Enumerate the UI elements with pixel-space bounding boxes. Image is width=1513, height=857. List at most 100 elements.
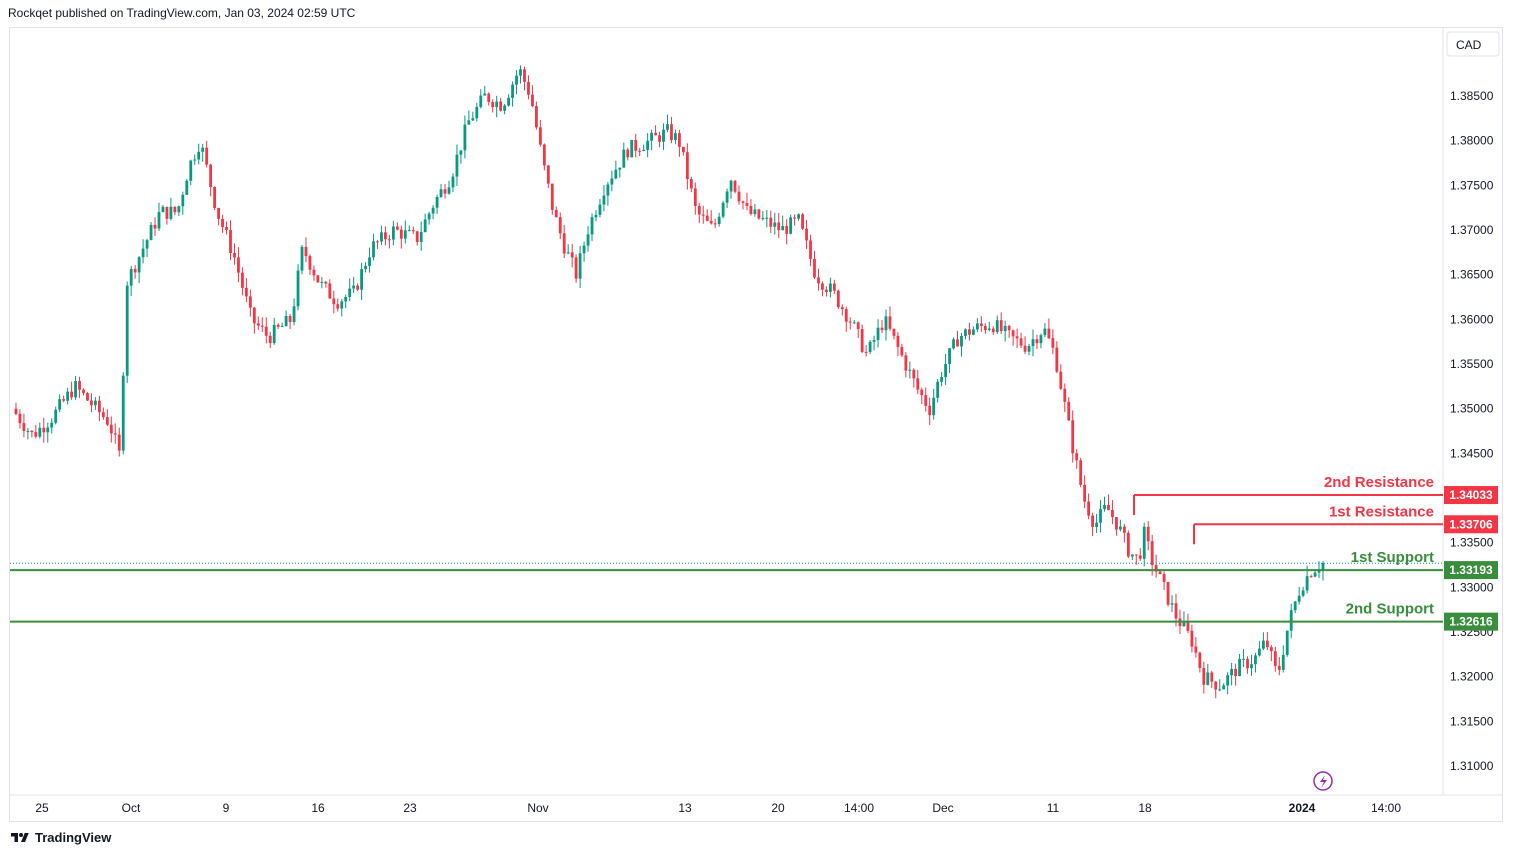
candle-body bbox=[296, 270, 300, 307]
candle-body bbox=[221, 218, 224, 228]
candle-body bbox=[936, 381, 940, 398]
candle-body bbox=[602, 195, 606, 205]
candle-body bbox=[1301, 590, 1305, 596]
candle-body bbox=[789, 217, 793, 234]
candle-body bbox=[777, 222, 781, 231]
2nd-support-label: 2nd Support bbox=[1346, 601, 1434, 618]
candle-body bbox=[638, 150, 642, 152]
candle-body bbox=[415, 231, 419, 242]
candle-body bbox=[610, 178, 614, 185]
candle-body bbox=[141, 248, 145, 258]
candle-body bbox=[332, 298, 336, 305]
candle-body bbox=[904, 355, 908, 371]
y-tick-label: 1.35000 bbox=[1450, 402, 1494, 416]
candle-body bbox=[58, 399, 62, 410]
candle-body bbox=[272, 324, 276, 344]
candle-body bbox=[757, 209, 761, 219]
candle-body bbox=[968, 329, 971, 335]
candle-body bbox=[491, 101, 495, 108]
candle-body bbox=[836, 290, 840, 308]
candle-body bbox=[558, 217, 562, 234]
candle-body bbox=[650, 132, 654, 141]
candle-body bbox=[336, 304, 340, 309]
candle-body bbox=[1162, 573, 1166, 582]
chart-frame bbox=[9, 27, 1503, 822]
candle-body bbox=[681, 146, 685, 153]
candle-body bbox=[149, 224, 153, 241]
candle-body bbox=[1234, 668, 1237, 677]
candle-body bbox=[912, 369, 916, 379]
x-tick-label: 13 bbox=[678, 801, 692, 815]
y-tick-label: 1.38000 bbox=[1450, 134, 1494, 148]
candle-body bbox=[300, 246, 304, 271]
candle-body bbox=[320, 281, 324, 283]
candle-body bbox=[125, 285, 129, 376]
candle-body bbox=[427, 213, 431, 220]
attribution: Rockqet published on TradingView.com, Ja… bbox=[8, 6, 356, 20]
2nd-resistance-price-badge bbox=[1444, 486, 1498, 505]
candle-body bbox=[74, 381, 77, 398]
candle-body bbox=[666, 124, 669, 130]
candle-body bbox=[344, 296, 348, 302]
candle-body bbox=[1182, 621, 1186, 627]
candle-body bbox=[356, 285, 360, 290]
candle-body bbox=[1202, 668, 1206, 685]
candle-body bbox=[133, 268, 137, 273]
candle-body bbox=[376, 241, 379, 243]
candle-body bbox=[1265, 640, 1269, 648]
candle-body bbox=[542, 144, 546, 166]
candle-body bbox=[944, 364, 947, 378]
candle-body bbox=[562, 233, 566, 254]
candle-body bbox=[1130, 554, 1134, 557]
candle-body bbox=[1297, 595, 1301, 602]
candle-body bbox=[503, 105, 507, 111]
candle-body bbox=[705, 215, 709, 221]
candle-body bbox=[1190, 630, 1194, 647]
1st-support-label: 1st Support bbox=[1351, 549, 1434, 566]
tradingview-logo-icon bbox=[11, 832, 29, 842]
candle-body bbox=[1075, 453, 1079, 461]
candle-body bbox=[1250, 664, 1253, 669]
candle-body bbox=[1059, 371, 1063, 389]
candle-body bbox=[1210, 672, 1214, 682]
candle-body bbox=[380, 232, 383, 242]
candle-body bbox=[1218, 689, 1222, 691]
candle-body bbox=[169, 206, 173, 219]
candle-body bbox=[1146, 526, 1150, 542]
candle-body bbox=[499, 101, 503, 111]
candle-body bbox=[1293, 601, 1297, 611]
candle-body bbox=[225, 227, 228, 230]
candle-body bbox=[209, 164, 213, 187]
candle-body bbox=[1273, 651, 1277, 666]
candle-body bbox=[928, 405, 932, 416]
candle-body bbox=[860, 329, 864, 352]
candle-body bbox=[1206, 672, 1210, 685]
candle-body bbox=[1047, 328, 1051, 339]
candle-body bbox=[761, 218, 765, 220]
candle-body bbox=[284, 316, 288, 327]
candle-body bbox=[1254, 655, 1257, 665]
candle-body bbox=[594, 214, 598, 218]
candle-body bbox=[1198, 652, 1202, 669]
currency-label: CAD bbox=[1456, 38, 1482, 52]
candle-body bbox=[1142, 526, 1146, 559]
candle-body bbox=[1051, 338, 1055, 348]
candle-body bbox=[1083, 484, 1087, 502]
candle-body bbox=[1023, 345, 1027, 352]
candle-body bbox=[991, 328, 995, 333]
candle-body bbox=[550, 183, 554, 210]
candle-body bbox=[670, 124, 673, 141]
candle-body bbox=[165, 206, 169, 219]
candle-body bbox=[1277, 665, 1281, 670]
candle-body bbox=[598, 204, 602, 215]
candle-body bbox=[852, 322, 856, 324]
candle-body bbox=[407, 230, 411, 232]
candle-body bbox=[463, 124, 467, 151]
candle-body bbox=[1095, 522, 1098, 527]
candle-body bbox=[622, 149, 626, 168]
candle-body bbox=[964, 329, 967, 336]
currency-button[interactable] bbox=[1446, 31, 1500, 57]
candle-body bbox=[30, 430, 34, 433]
candle-body bbox=[868, 341, 872, 352]
